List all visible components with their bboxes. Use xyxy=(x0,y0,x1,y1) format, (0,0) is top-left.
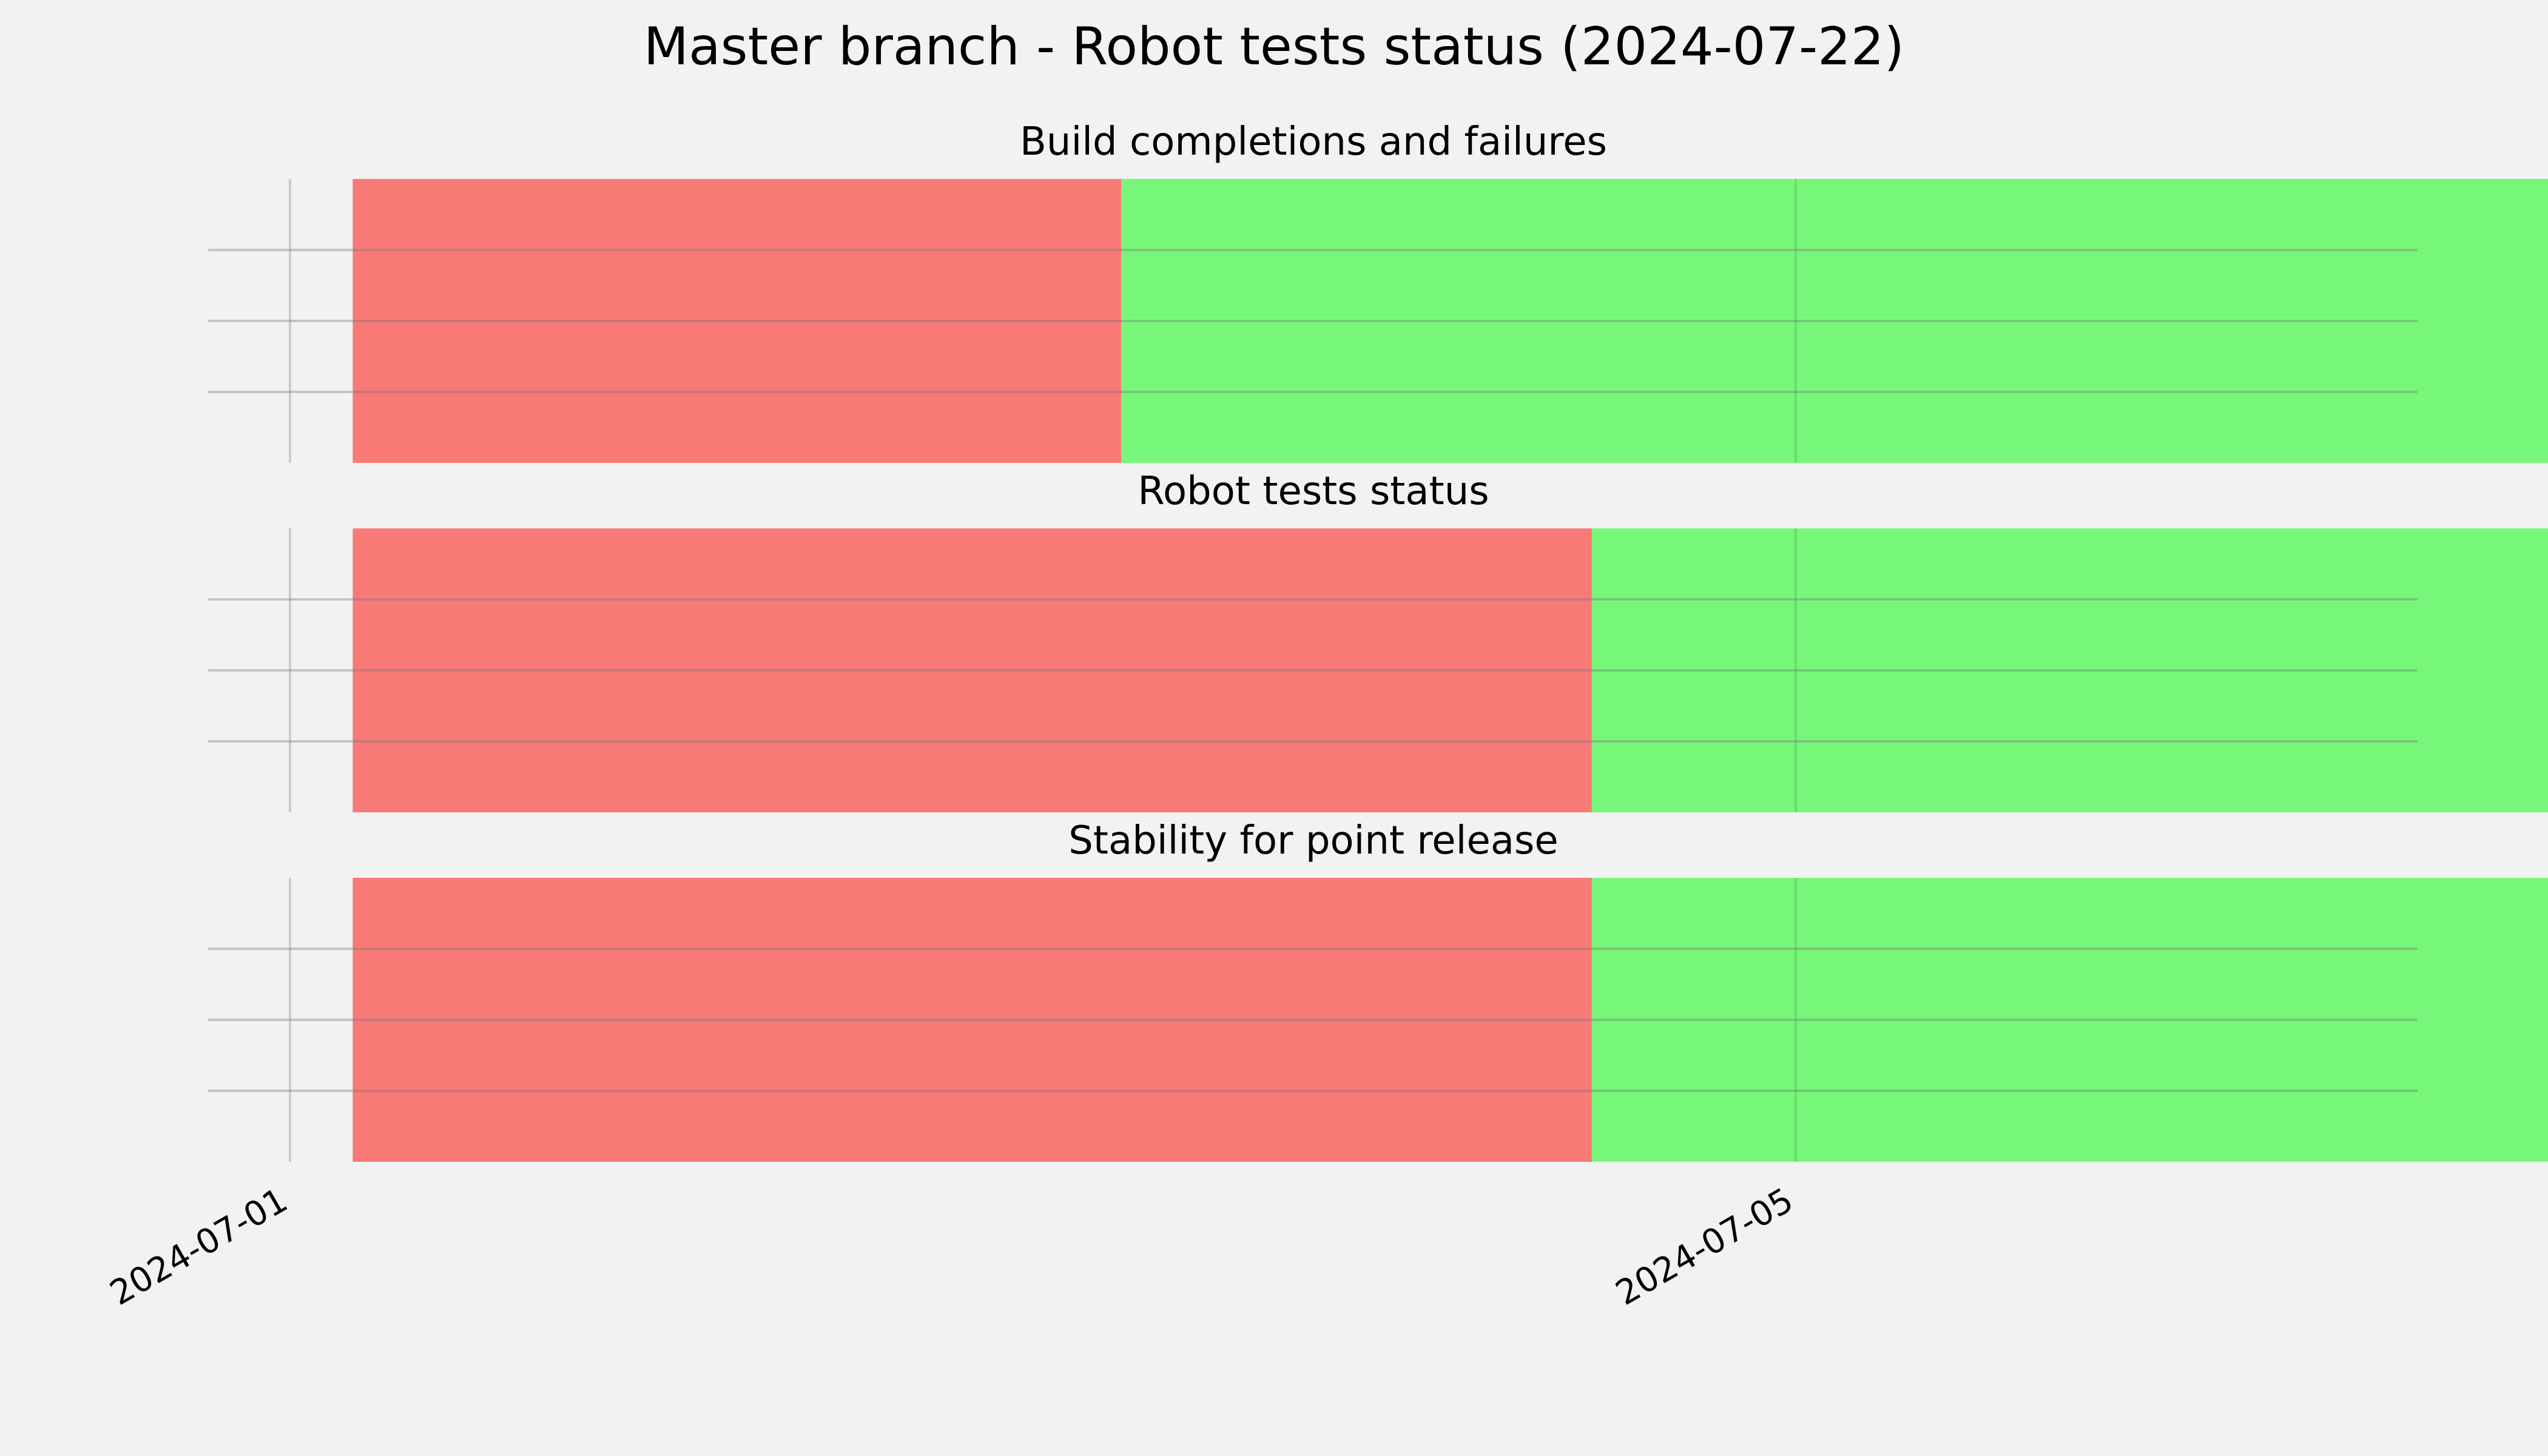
chart-title: Master branch - Robot tests status (2024… xyxy=(644,16,1904,77)
panel-title: Build completions and failures xyxy=(1020,120,1607,164)
panels: Build completions and failures Robot test… xyxy=(208,120,2548,1162)
status-segment-success xyxy=(1121,179,2548,463)
panel-3: Stability for point release xyxy=(208,818,2548,1162)
status-segment-failure xyxy=(352,179,1122,463)
status-segment-success xyxy=(1591,878,2548,1162)
panel-title: Stability for point release xyxy=(1068,818,1559,863)
status-segment-failure xyxy=(352,878,1592,1162)
panel-2: Robot tests status xyxy=(208,469,2548,812)
panel-title: Robot tests status xyxy=(1138,469,1489,514)
status-segment-failure xyxy=(352,528,1592,812)
panel-1: Build completions and failures xyxy=(208,120,2548,463)
status-segment-success xyxy=(1591,528,2548,812)
